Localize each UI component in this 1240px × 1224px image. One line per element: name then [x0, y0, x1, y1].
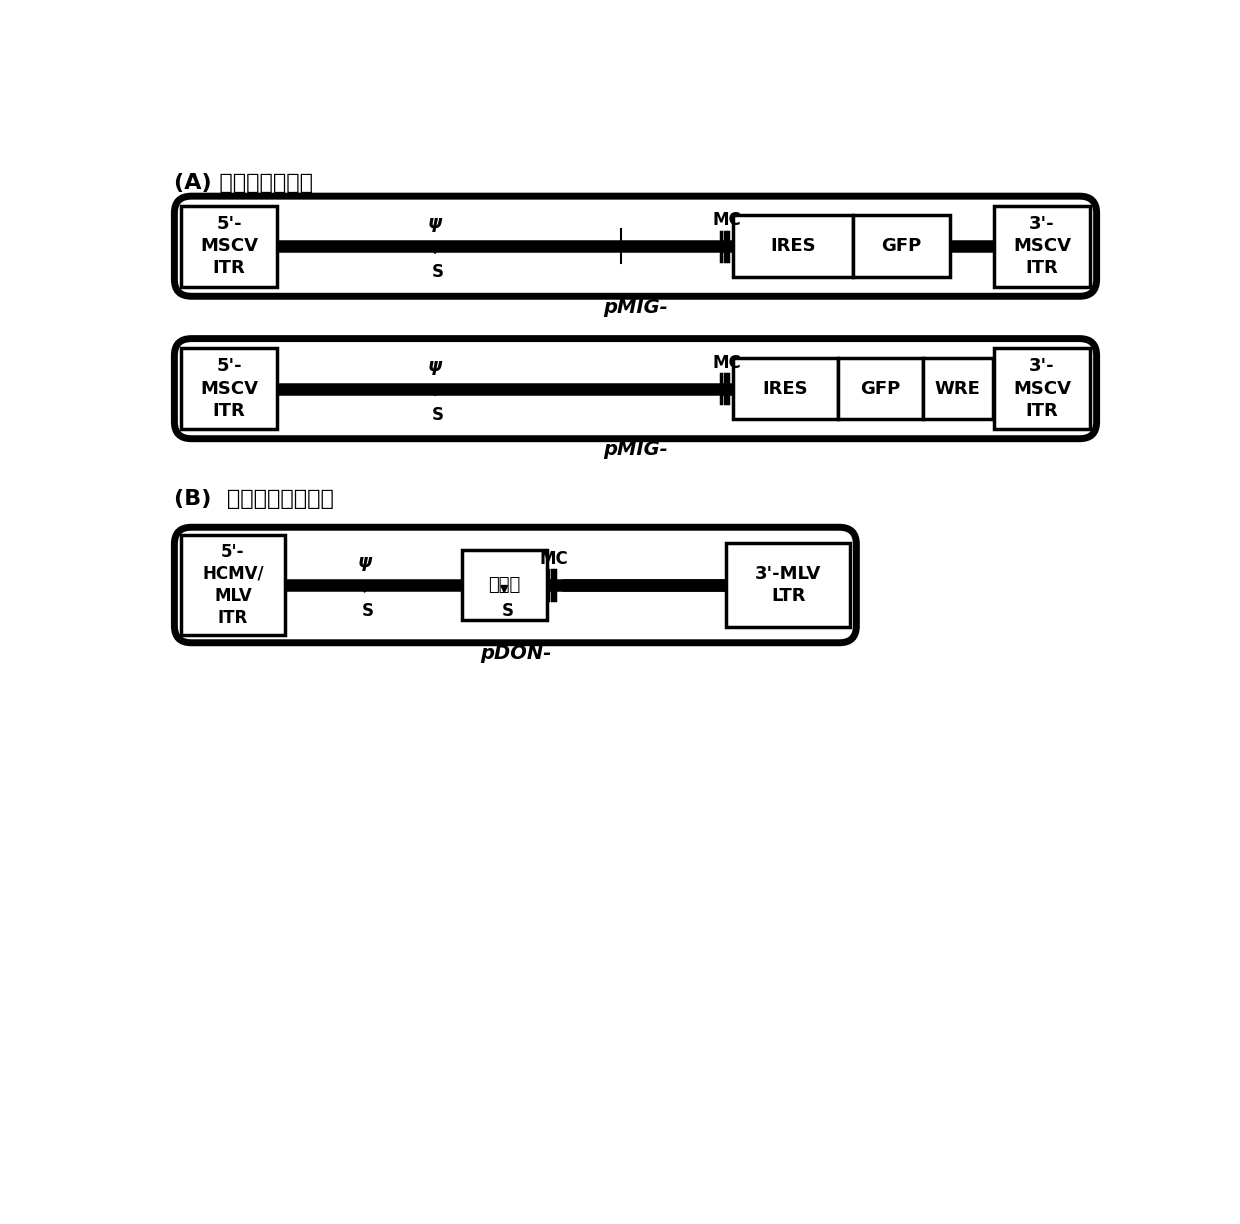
Text: (B)  最近的逆转录病毒: (B) 最近的逆转录病毒 — [175, 488, 335, 509]
Bar — [733, 357, 838, 420]
Bar — [733, 215, 853, 277]
Bar — [993, 206, 1090, 286]
Text: GFP: GFP — [861, 379, 900, 398]
Text: 3'-
MSCV
ITR: 3'- MSCV ITR — [1013, 215, 1071, 278]
FancyBboxPatch shape — [175, 196, 1096, 296]
Text: S: S — [501, 602, 513, 619]
Bar — [923, 357, 993, 420]
Text: pDON-: pDON- — [480, 644, 551, 663]
Text: (A) 经典逆转录病毒: (A) 经典逆转录病毒 — [175, 173, 314, 193]
Bar — [727, 542, 851, 628]
Text: ψ: ψ — [357, 553, 372, 572]
Text: ψ: ψ — [428, 357, 443, 375]
Text: pMIG-: pMIG- — [603, 441, 668, 459]
Text: S: S — [362, 602, 373, 619]
Bar — [181, 349, 278, 430]
Text: S: S — [432, 405, 444, 424]
Text: MC: MC — [713, 354, 742, 372]
Bar — [461, 551, 547, 619]
Text: 5'-
MSCV
ITR: 5'- MSCV ITR — [200, 357, 258, 420]
Text: 5'-
HCMV/
MLV
ITR: 5'- HCMV/ MLV ITR — [202, 542, 264, 628]
Text: 3'-
MSCV
ITR: 3'- MSCV ITR — [1013, 357, 1071, 420]
Text: S: S — [432, 263, 444, 282]
FancyBboxPatch shape — [175, 528, 857, 643]
FancyBboxPatch shape — [175, 339, 1096, 438]
Text: pMIG-: pMIG- — [603, 297, 668, 317]
Bar — [993, 349, 1090, 430]
Text: GFP: GFP — [882, 237, 921, 256]
Bar — [181, 535, 285, 635]
Bar — [838, 357, 923, 420]
Text: MC: MC — [713, 212, 742, 229]
Text: 3'-MLV
LTR: 3'-MLV LTR — [755, 565, 821, 605]
Text: ψ: ψ — [428, 214, 443, 233]
Text: 内含子: 内含子 — [489, 577, 521, 594]
Text: MC: MC — [539, 550, 568, 568]
Bar — [853, 215, 950, 277]
Text: 5'-
MSCV
ITR: 5'- MSCV ITR — [200, 215, 258, 278]
Text: WRE: WRE — [935, 379, 981, 398]
Bar — [181, 206, 278, 286]
Text: IRES: IRES — [770, 237, 816, 256]
Text: IRES: IRES — [763, 379, 808, 398]
